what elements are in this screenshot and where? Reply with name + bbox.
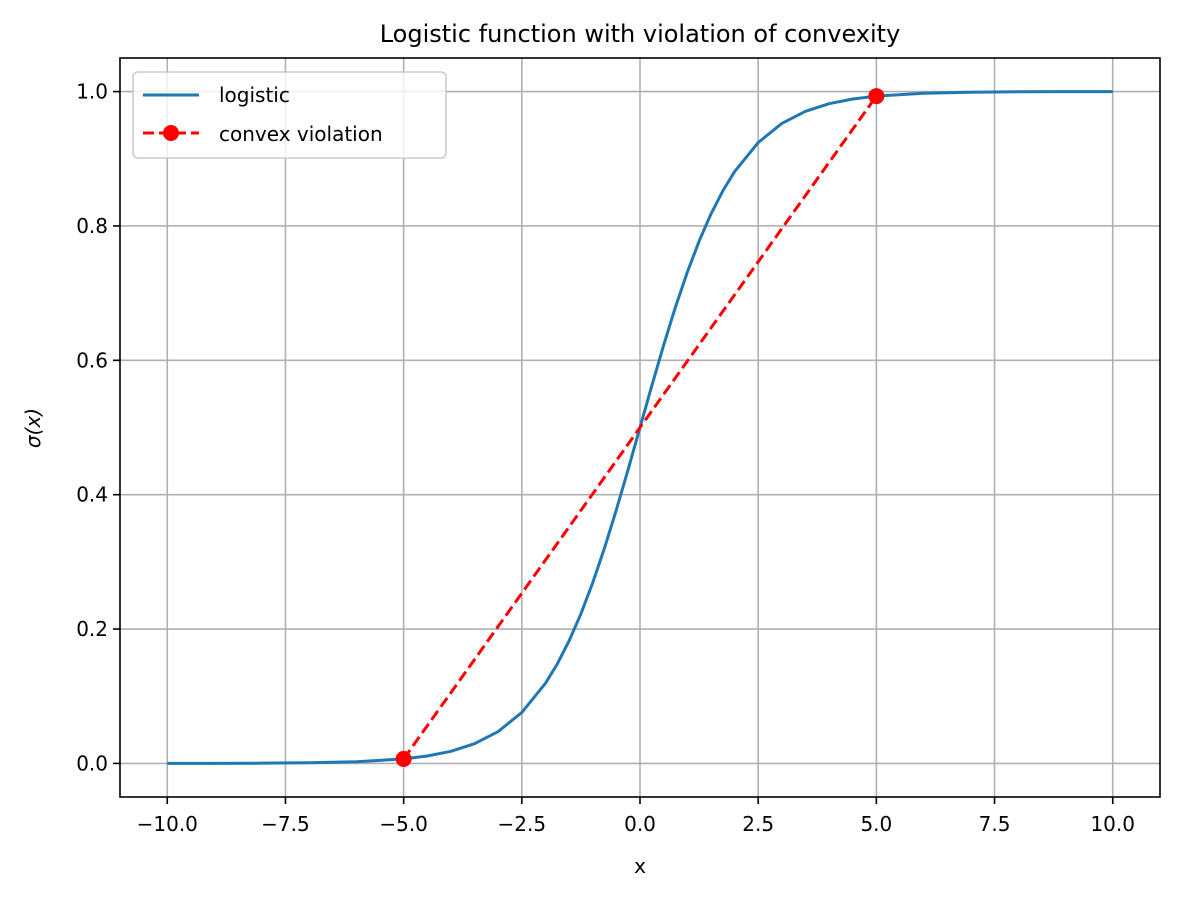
legend-label-convex-violation: convex violation — [219, 122, 383, 146]
legend: logistic convex violation — [132, 71, 447, 159]
series-point-convex-violation — [868, 88, 885, 105]
ticks: −10.0 −7.5 −5.0 −2.5 0.0 2.5 5.0 7.5 10.0 0.0 0.2 0… — [76, 80, 1135, 836]
series-point-convex-violation — [395, 750, 412, 767]
series-layer — [167, 88, 1113, 767]
y-tick-label: 0.8 — [76, 214, 108, 238]
y-tick-label: 0.4 — [76, 483, 108, 507]
x-tick-label: 2.5 — [742, 812, 774, 836]
y-axis-label: σ(x) — [21, 408, 45, 448]
legend-label-logistic: logistic — [219, 83, 290, 107]
x-tick-label: −5.0 — [379, 812, 428, 836]
chart-title: Logistic function with violation of conv… — [380, 20, 901, 48]
legend-marker-convex-violation — [163, 125, 179, 141]
y-tick-label: 0.6 — [76, 348, 108, 372]
legend-box — [132, 71, 447, 159]
x-tick-label: 10.0 — [1090, 812, 1135, 836]
grid — [120, 58, 1160, 797]
x-tick-label: −2.5 — [498, 812, 547, 836]
x-tick-label: −7.5 — [261, 812, 310, 836]
x-tick-label: 0.0 — [624, 812, 656, 836]
y-tick-label: 1.0 — [76, 80, 108, 104]
x-tick-label: −10.0 — [137, 812, 198, 836]
y-tick-label: 0.0 — [76, 751, 108, 775]
series-line-convex-violation — [402, 95, 878, 760]
x-axis-label: x — [634, 854, 646, 878]
x-tick-label: 7.5 — [979, 812, 1011, 836]
x-tick-label: 5.0 — [860, 812, 892, 836]
y-tick-label: 0.2 — [76, 617, 108, 641]
